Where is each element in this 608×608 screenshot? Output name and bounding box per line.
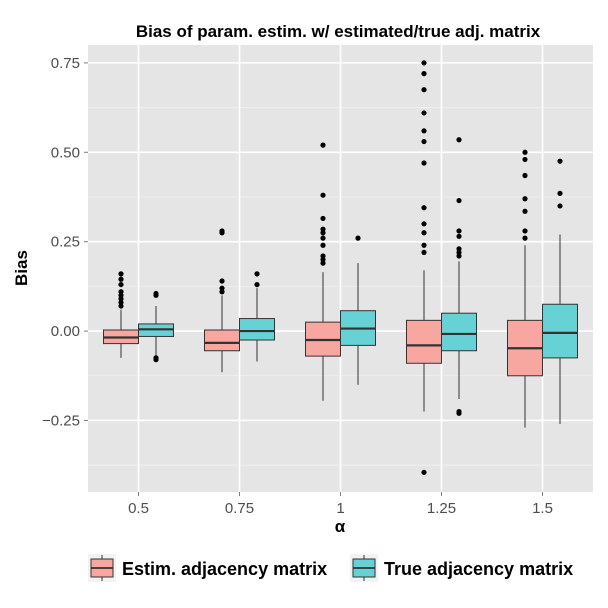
box [406, 60, 442, 475]
x-tick-label: 1.25 [427, 500, 456, 517]
outlier-point [522, 196, 528, 202]
outlier-point [153, 355, 159, 361]
y-tick-label: 0.25 [51, 234, 80, 251]
outlier-point [320, 235, 326, 241]
outlier-point [522, 228, 528, 234]
y-tick-label: 0.75 [51, 55, 80, 72]
outlier-point [456, 408, 462, 415]
outlier-point [118, 299, 124, 306]
outlier-point [118, 289, 124, 295]
outlier-point [320, 253, 326, 259]
outlier-point [320, 215, 326, 222]
outlier-point [118, 303, 124, 309]
box-rect [441, 312, 477, 352]
outlier-point [456, 228, 462, 234]
x-tick-label: 1.5 [532, 500, 553, 517]
outlier-point [557, 190, 563, 197]
x-tick-label: 1 [336, 500, 344, 517]
series-true [138, 137, 578, 425]
box-rect [406, 319, 442, 364]
x-axis-ticks: 0.5 0.75 1 1.25 1.5 [128, 492, 553, 517]
outlier-point [320, 142, 326, 148]
box-rect [204, 329, 240, 352]
x-axis-title: α [335, 517, 346, 536]
outlier-point [456, 253, 462, 259]
outlier-point [456, 197, 462, 204]
legend: Estim. adjacency matrix True adjacency ma… [88, 554, 573, 582]
outlier-point [421, 221, 427, 227]
legend-item: Estim. adjacency matrix [88, 554, 327, 582]
outlier-point [522, 208, 528, 214]
outlier-point [456, 233, 462, 239]
box [239, 271, 275, 362]
legend-label: True adjacency matrix [384, 559, 573, 579]
y-tick-label: 0.00 [51, 323, 80, 340]
outlier-point [320, 192, 326, 198]
outlier-point [421, 230, 427, 236]
box-series [103, 60, 578, 475]
outlier-point [557, 158, 563, 164]
legend-item: True adjacency matrix [350, 554, 573, 582]
grid-lines [88, 45, 593, 492]
box [138, 290, 174, 363]
outlier-point [320, 230, 326, 236]
outlier-point [320, 256, 326, 263]
outlier-point [320, 260, 326, 266]
y-tick-label: 0.50 [51, 144, 80, 161]
outlier-point [456, 249, 462, 256]
outlier-point [118, 276, 124, 282]
y-tick-label: −0.25 [42, 412, 80, 429]
outlier-point [421, 128, 427, 134]
outlier-point [118, 296, 124, 302]
outlier-point [219, 228, 225, 234]
outlier-point [254, 281, 260, 288]
outlier-point [421, 87, 427, 93]
box [340, 235, 376, 385]
x-tick-label: 0.5 [128, 500, 149, 517]
outlier-point [421, 60, 427, 66]
outlier-point [153, 290, 159, 297]
outlier-point [421, 205, 427, 211]
outlier-point [557, 203, 563, 209]
box [441, 137, 477, 416]
outlier-point [421, 71, 427, 77]
outlier-point [219, 289, 225, 295]
box [507, 149, 543, 428]
outlier-point [219, 285, 225, 291]
outlier-point [320, 242, 326, 248]
outlier-point [118, 281, 124, 288]
outlier-point [522, 156, 528, 163]
box-rect [239, 318, 275, 341]
outlier-point [421, 242, 427, 248]
box [204, 228, 240, 373]
chart-title: Bias of param. estim. w/ estimated/true … [136, 22, 541, 41]
box-rect [542, 303, 578, 359]
outlier-point [254, 271, 260, 277]
series-estimated [103, 60, 543, 475]
outlier-point [522, 172, 528, 179]
x-tick-label: 0.75 [225, 500, 254, 517]
outlier-point [118, 271, 124, 277]
outlier-point [355, 235, 361, 241]
outlier-point [320, 226, 326, 232]
outlier-point [421, 469, 427, 475]
outlier-point [456, 246, 462, 252]
outlier-point [421, 160, 427, 166]
outlier-point [421, 249, 427, 256]
box [305, 142, 341, 401]
outlier-point [522, 235, 528, 241]
y-axis-title: Bias [12, 250, 31, 286]
outlier-point [522, 149, 528, 155]
legend-label: Estim. adjacency matrix [122, 559, 327, 579]
outlier-point [219, 278, 225, 284]
y-axis-ticks: −0.25 0.00 0.25 0.50 0.75 [42, 55, 88, 429]
outlier-point [456, 137, 462, 143]
outlier-point [421, 110, 427, 116]
box [103, 271, 139, 358]
outlier-point [421, 138, 427, 145]
box [542, 158, 578, 425]
outlier-point [118, 292, 124, 298]
